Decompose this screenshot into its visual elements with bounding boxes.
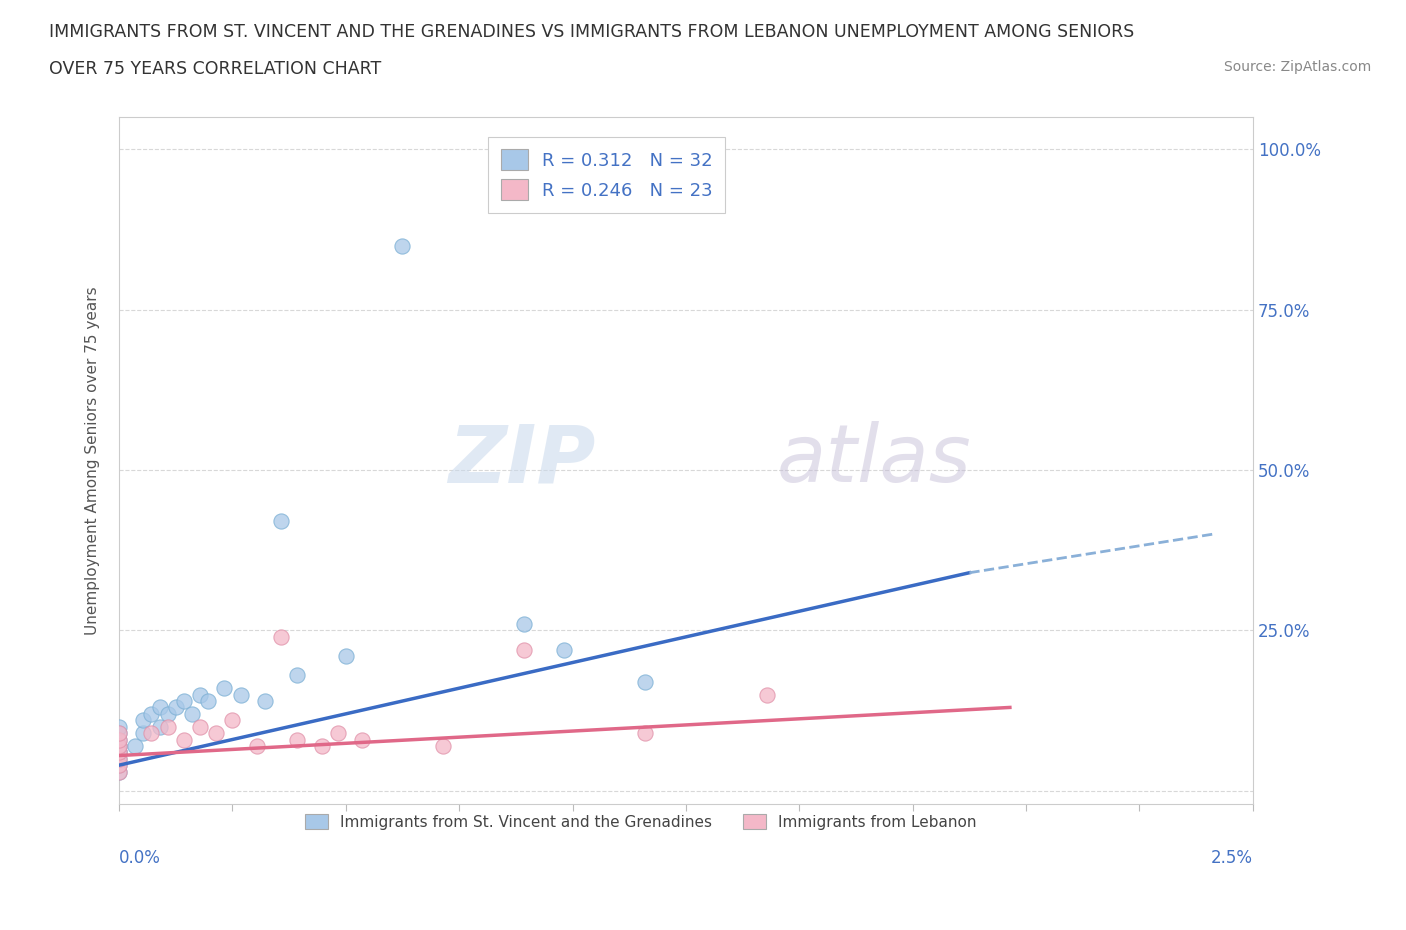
Point <box>432 738 454 753</box>
Point <box>108 745 131 760</box>
Point <box>156 719 179 734</box>
Point <box>253 694 276 709</box>
Point <box>205 725 228 740</box>
Point <box>311 738 333 753</box>
Text: OVER 75 YEARS CORRELATION CHART: OVER 75 YEARS CORRELATION CHART <box>49 60 381 78</box>
Point <box>124 738 146 753</box>
Point <box>513 643 536 658</box>
Point <box>108 764 131 779</box>
Point <box>285 668 308 683</box>
Point <box>634 725 657 740</box>
Point <box>108 745 131 760</box>
Point <box>755 687 778 702</box>
Point <box>350 732 373 747</box>
Point <box>188 719 211 734</box>
Point <box>108 719 131 734</box>
Y-axis label: Unemployment Among Seniors over 75 years: Unemployment Among Seniors over 75 years <box>86 286 100 635</box>
Point <box>108 725 131 740</box>
Point <box>108 732 131 747</box>
Point <box>108 751 131 766</box>
Point <box>108 751 131 766</box>
Point <box>132 725 155 740</box>
Point <box>391 238 413 253</box>
Point <box>270 630 292 644</box>
Point <box>513 617 536 631</box>
Point <box>108 764 131 779</box>
Point <box>221 712 243 727</box>
Text: Source: ZipAtlas.com: Source: ZipAtlas.com <box>1223 60 1371 74</box>
Point <box>181 707 204 722</box>
Legend: Immigrants from St. Vincent and the Grenadines, Immigrants from Lebanon: Immigrants from St. Vincent and the Gren… <box>297 806 984 837</box>
Point <box>229 687 252 702</box>
Point <box>270 514 292 529</box>
Point <box>335 649 357 664</box>
Point <box>553 643 575 658</box>
Point <box>214 681 236 696</box>
Point <box>108 738 131 753</box>
Point <box>148 700 170 715</box>
Point <box>108 732 131 747</box>
Point <box>326 725 349 740</box>
Point <box>108 725 131 740</box>
Point <box>285 732 308 747</box>
Point <box>108 758 131 773</box>
Point <box>173 732 195 747</box>
Point <box>141 707 163 722</box>
Point <box>108 745 131 760</box>
Point <box>108 738 131 753</box>
Text: 0.0%: 0.0% <box>120 848 160 867</box>
Point <box>156 707 179 722</box>
Text: atlas: atlas <box>776 421 972 499</box>
Text: IMMIGRANTS FROM ST. VINCENT AND THE GRENADINES VS IMMIGRANTS FROM LEBANON UNEMPL: IMMIGRANTS FROM ST. VINCENT AND THE GREN… <box>49 23 1135 41</box>
Point <box>141 725 163 740</box>
Point <box>197 694 219 709</box>
Text: ZIP: ZIP <box>449 421 595 499</box>
Point <box>634 674 657 689</box>
Text: 2.5%: 2.5% <box>1211 848 1253 867</box>
Point <box>165 700 187 715</box>
Point <box>132 712 155 727</box>
Point <box>108 738 131 753</box>
Point <box>246 738 269 753</box>
Point <box>188 687 211 702</box>
Point <box>148 719 170 734</box>
Point <box>173 694 195 709</box>
Point <box>108 758 131 773</box>
